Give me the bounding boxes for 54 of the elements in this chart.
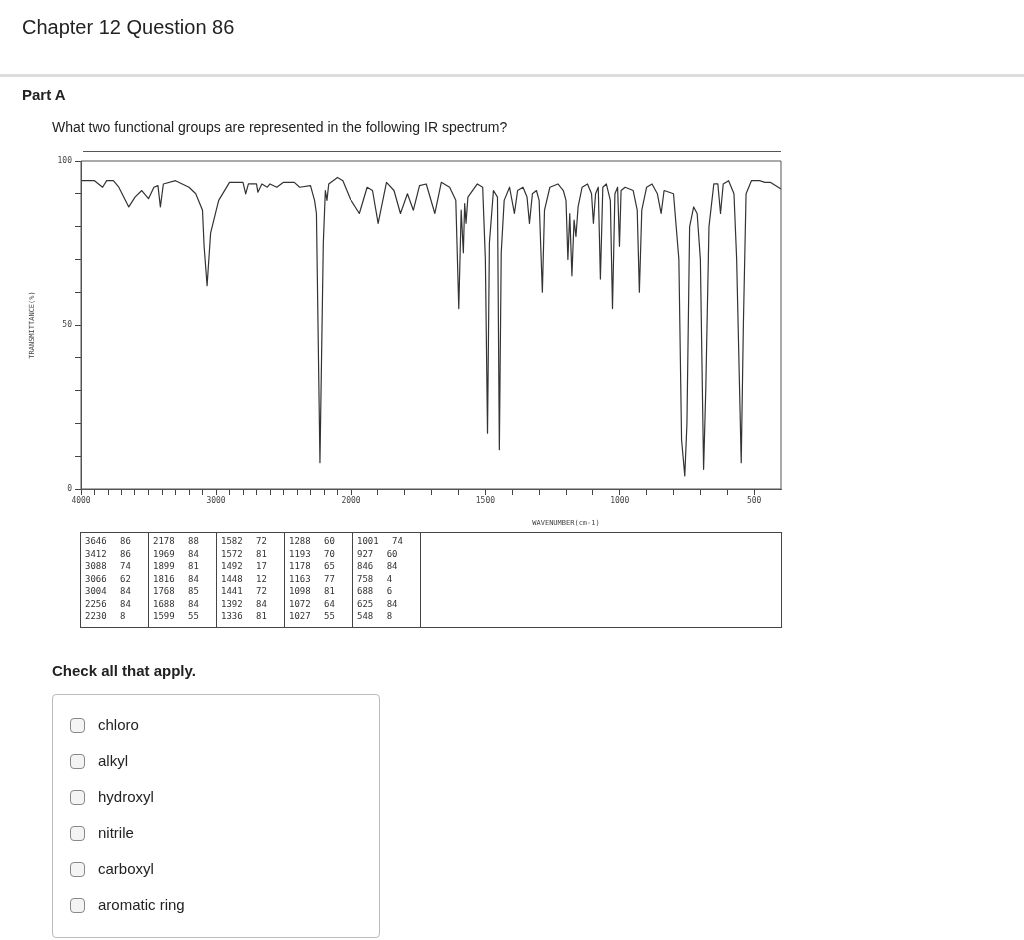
text: 1163 77	[289, 573, 336, 586]
text: 1441 72	[221, 586, 268, 598]
x-tick-label: 1500	[475, 495, 496, 505]
text: 1178 65	[289, 561, 336, 573]
text: 1599 55	[153, 611, 200, 623]
text: 1098 81	[289, 586, 336, 598]
text: 2256 84	[85, 598, 132, 611]
x-tick-label: 500	[746, 495, 762, 505]
y-tick-label: 50	[62, 320, 73, 330]
text: 3066 62	[85, 573, 132, 586]
text: 1582 72	[221, 536, 268, 548]
text: hydroxyl	[98, 788, 154, 805]
text: 1072 64	[289, 598, 336, 611]
text: 1969 84	[153, 548, 200, 561]
text: 3088 74	[85, 561, 132, 573]
text: 1336 81	[221, 611, 268, 623]
x-tick-label: 4000	[71, 495, 91, 505]
text: 1816 84	[153, 573, 200, 586]
x-tick-label: 2000	[341, 495, 361, 505]
text: 688 6	[357, 586, 394, 598]
text: 927 60	[357, 548, 399, 561]
x-tick-label: 1000	[610, 495, 630, 505]
text: 846 84	[357, 561, 399, 573]
text: 1193 70	[289, 548, 336, 561]
x-tick-label: 3000	[206, 495, 226, 505]
y-tick-label: 100	[57, 156, 73, 166]
chart-title: Chapter 12 Question 86	[22, 16, 235, 39]
text: 2230 8	[85, 611, 127, 623]
text: 2178 88	[153, 536, 200, 548]
text: 548 8	[357, 611, 394, 623]
text: 625 84	[357, 598, 399, 611]
text: 3412 86	[85, 548, 132, 561]
text: Check all that apply.	[52, 662, 196, 679]
text: 3646 86	[85, 536, 132, 548]
text: 1899 81	[153, 561, 200, 573]
text: 1027 55	[289, 611, 336, 623]
text: alkyl	[98, 752, 129, 769]
text: 1572 81	[221, 548, 268, 561]
text: 1688 84	[153, 598, 200, 611]
text: 1768 85	[153, 586, 200, 598]
text: chloro	[98, 716, 139, 733]
text: 1492 17	[221, 561, 268, 573]
text: carboxyl	[98, 860, 154, 877]
text: nitrile	[98, 824, 134, 841]
text: 3004 84	[85, 586, 132, 598]
text: 758 4	[357, 573, 394, 586]
text: 1392 84	[221, 598, 268, 611]
text: Part A	[22, 86, 66, 103]
text: 1001 74	[357, 536, 404, 548]
text: 1288 60	[289, 536, 336, 548]
chart-subtitle: What two functional groups are represented in the following IR spectrum?	[52, 119, 508, 135]
y-tick-label: 0	[67, 484, 73, 494]
text: aromatic ring	[98, 896, 185, 913]
text: 1448 12	[221, 573, 268, 586]
